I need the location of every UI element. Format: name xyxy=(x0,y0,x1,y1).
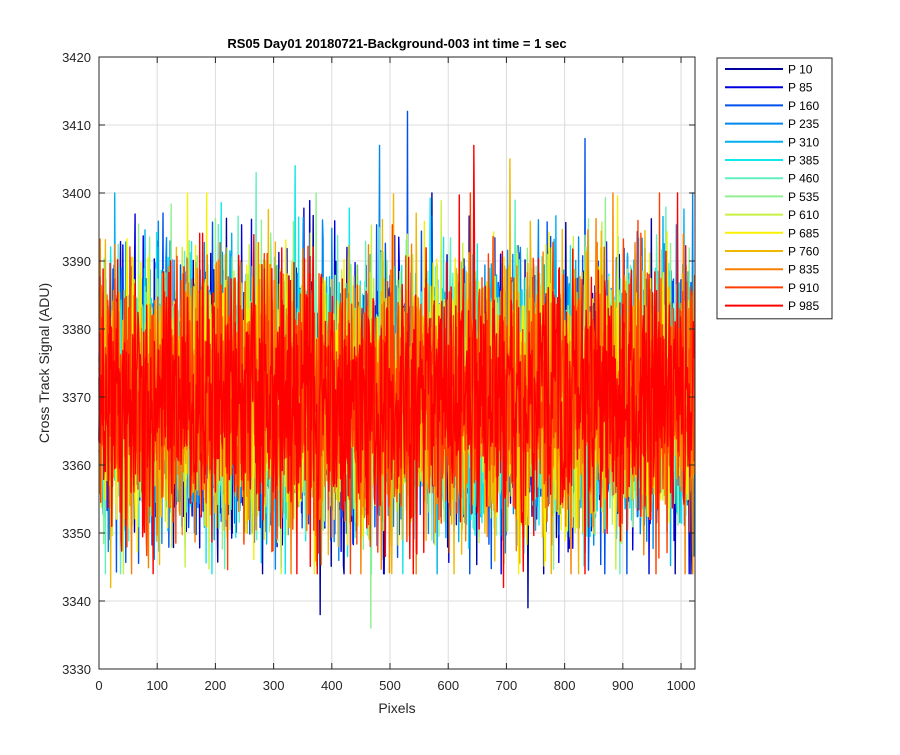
y-tick-label: 3400 xyxy=(62,186,91,201)
y-axis-label: Cross Track Signal (ADU) xyxy=(36,283,52,443)
legend-entry[interactable]: P 235 xyxy=(788,117,819,131)
x-tick-label: 500 xyxy=(379,678,401,693)
legend-entry[interactable]: P 310 xyxy=(788,135,819,149)
series-line-p-985 xyxy=(98,144,696,589)
plot-frame xyxy=(98,56,696,670)
legend-box xyxy=(716,57,833,320)
x-tick-label: 600 xyxy=(437,678,459,693)
legend-entry[interactable]: P 535 xyxy=(788,190,819,204)
legend-entry[interactable]: P 760 xyxy=(788,245,819,259)
x-tick-label: 800 xyxy=(554,678,576,693)
legend[interactable]: P 10 P 85 P 160 P 235 P 310 P 385 P 460 P 535 P … xyxy=(716,57,833,320)
y-tick-label: 3330 xyxy=(62,662,91,677)
x-tick-label: 300 xyxy=(263,678,285,693)
y-tick-label: 3350 xyxy=(62,526,91,541)
y-tick-label: 3380 xyxy=(62,322,91,337)
legend-entry[interactable]: P 610 xyxy=(788,208,819,222)
x-tick-label: 400 xyxy=(321,678,343,693)
legend-entry[interactable]: P 10 xyxy=(788,63,813,77)
legend-entry[interactable]: P 460 xyxy=(788,172,819,186)
x-tick-label: 900 xyxy=(612,678,634,693)
legend-entry[interactable]: P 385 xyxy=(788,154,819,168)
y-tick-label: 3410 xyxy=(62,118,91,133)
legend-entry[interactable]: P 910 xyxy=(788,281,819,295)
x-tick-label: 100 xyxy=(146,678,168,693)
x-axis-label: Pixels xyxy=(378,700,415,716)
legend-entry[interactable]: P 85 xyxy=(788,81,813,95)
legend-entry[interactable]: P 685 xyxy=(788,226,819,240)
ticks: 0 100 200 300 400 500 600 700 800 900 1000 3330 3340… xyxy=(62,50,695,693)
x-tick-label: 0 xyxy=(95,678,102,693)
x-tick-label: 1000 xyxy=(667,678,696,693)
x-tick-label: 200 xyxy=(205,678,227,693)
plot-lines xyxy=(98,110,696,629)
y-tick-label: 3390 xyxy=(62,254,91,269)
y-tick-label: 3370 xyxy=(62,390,91,405)
legend-entry[interactable]: P 160 xyxy=(788,99,819,113)
y-tick-label: 3420 xyxy=(62,50,91,65)
x-tick-label: 700 xyxy=(496,678,518,693)
y-tick-label: 3360 xyxy=(62,458,91,473)
y-tick-label: 3340 xyxy=(62,594,91,609)
legend-entry[interactable]: P 985 xyxy=(788,299,819,313)
chart-title: RS05 Day01 20180721-Background-003 int t… xyxy=(227,36,566,51)
legend-entry[interactable]: P 835 xyxy=(788,263,819,277)
